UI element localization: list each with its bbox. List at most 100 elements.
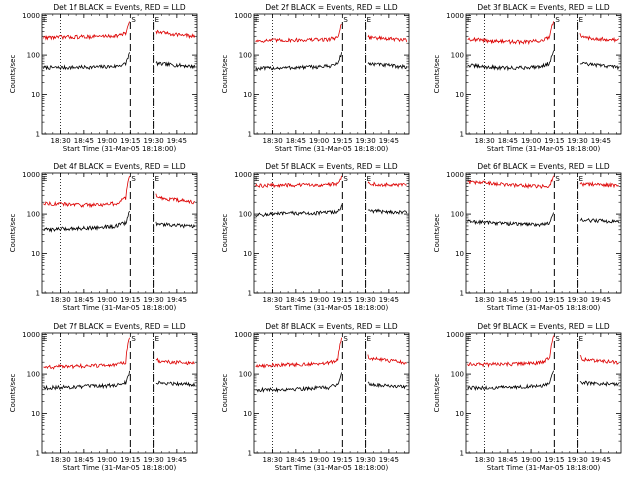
y-axis-label: Counts/sec xyxy=(9,214,17,253)
series-line-lld xyxy=(43,175,130,209)
panel-title: Det 9f BLACK = Events, RED = LLD xyxy=(477,322,610,331)
x-tick-label: 18:30 xyxy=(475,137,495,145)
y-tick-label: 1000 xyxy=(234,12,252,20)
end-marker-label: E xyxy=(367,16,371,24)
y-tick-label: 10 xyxy=(455,410,464,418)
x-tick-label: 19:15 xyxy=(332,296,352,304)
y-tick-label: 1 xyxy=(460,290,464,298)
x-tick-label: 19:15 xyxy=(544,456,564,464)
x-tick-label: 19:00 xyxy=(309,456,329,464)
x-tick-label: 19:30 xyxy=(356,296,376,304)
x-tick-label: 18:45 xyxy=(74,456,94,464)
y-axis-label: Counts/sec xyxy=(221,55,229,94)
x-tick-label: 18:45 xyxy=(498,296,518,304)
panel-title: Det 3f BLACK = Events, RED = LLD xyxy=(477,3,610,12)
series-line-events xyxy=(579,217,620,224)
series-line-events xyxy=(255,372,342,393)
y-axis-label: Counts/sec xyxy=(433,55,441,94)
plot-frame xyxy=(465,332,622,454)
panel-title: Det 2f BLACK = Events, RED = LLD xyxy=(265,3,398,12)
x-tick-label: 19:45 xyxy=(591,137,611,145)
series-line-lld xyxy=(255,337,342,369)
y-tick-label: 10 xyxy=(243,91,252,99)
end-marker-label: E xyxy=(579,16,583,24)
y-tick-label: 100 xyxy=(451,371,464,379)
x-tick-label: 18:30 xyxy=(263,296,283,304)
x-tick-label: 19:00 xyxy=(309,296,329,304)
series-line-events xyxy=(155,380,196,388)
x-tick-label: 19:45 xyxy=(167,456,187,464)
series-line-events xyxy=(155,61,196,70)
x-tick-label: 19:15 xyxy=(120,456,140,464)
y-tick-label: 1000 xyxy=(234,171,252,179)
y-tick-label: 100 xyxy=(27,211,40,219)
plot-frame xyxy=(465,13,622,135)
y-tick-label: 1000 xyxy=(22,171,40,179)
y-tick-label: 10 xyxy=(31,91,40,99)
x-axis-label: Start Time (31-Mar-05 18:18:00) xyxy=(487,464,601,472)
series-line-lld xyxy=(367,354,407,365)
series-line-lld xyxy=(43,21,130,41)
x-tick-label: 19:45 xyxy=(167,137,187,145)
detector-panel-1: Det 1f BLACK = Events, RED = LLD Counts/s… xyxy=(9,3,198,153)
plot-frame xyxy=(253,332,410,454)
series-line-lld xyxy=(467,335,554,368)
start-marker-label: S xyxy=(131,175,136,183)
y-tick-label: 10 xyxy=(243,410,252,418)
x-tick-label: 19:30 xyxy=(356,456,376,464)
series-line-lld xyxy=(255,23,342,44)
x-tick-label: 18:30 xyxy=(475,296,495,304)
y-tick-label: 100 xyxy=(239,211,252,219)
y-tick-label: 10 xyxy=(31,410,40,418)
series-line-lld xyxy=(155,357,195,366)
plot-frame xyxy=(465,172,622,294)
y-tick-label: 1000 xyxy=(22,12,40,20)
detector-panel-3: Det 3f BLACK = Events, RED = LLD Counts/s… xyxy=(433,3,622,153)
end-marker-label: E xyxy=(367,175,371,183)
series-line-lld xyxy=(467,21,554,46)
series-line-events xyxy=(467,50,554,72)
y-tick-label: 100 xyxy=(239,52,252,60)
x-tick-label: 19:30 xyxy=(144,456,164,464)
series-line-events xyxy=(43,52,130,71)
detector-panel-7: Det 7f BLACK = Events, RED = LLD Counts/s… xyxy=(9,322,198,472)
y-tick-label: 1000 xyxy=(22,331,40,339)
series-line-lld xyxy=(43,337,130,370)
plot-frame xyxy=(41,172,198,294)
detector-panel-2: Det 2f BLACK = Events, RED = LLD Counts/s… xyxy=(221,3,410,153)
x-tick-label: 19:30 xyxy=(356,137,376,145)
y-tick-label: 10 xyxy=(31,250,40,258)
x-tick-label: 18:30 xyxy=(51,296,71,304)
x-tick-label: 19:45 xyxy=(591,296,611,304)
y-tick-label: 1 xyxy=(36,290,40,298)
x-axis-label: Start Time (31-Mar-05 18:18:00) xyxy=(275,304,389,312)
y-tick-label: 100 xyxy=(451,211,464,219)
left-edge-marker-label: E xyxy=(43,335,47,343)
y-tick-label: 1 xyxy=(36,131,40,139)
series-line-events xyxy=(155,221,196,229)
y-axis-label: Counts/sec xyxy=(433,374,441,413)
left-edge-marker-label: E xyxy=(255,335,259,343)
x-tick-label: 18:30 xyxy=(263,456,283,464)
end-marker-label: E xyxy=(155,175,159,183)
x-tick-label: 18:45 xyxy=(498,137,518,145)
x-tick-label: 18:45 xyxy=(74,137,94,145)
x-tick-label: 19:00 xyxy=(97,137,117,145)
x-axis-label: Start Time (31-Mar-05 18:18:00) xyxy=(63,304,177,312)
x-tick-label: 19:45 xyxy=(167,296,187,304)
y-axis-label: Counts/sec xyxy=(9,55,17,94)
start-marker-label: S xyxy=(131,335,136,343)
x-tick-label: 19:15 xyxy=(332,456,352,464)
x-tick-label: 18:45 xyxy=(286,296,306,304)
x-tick-label: 18:45 xyxy=(74,296,94,304)
series-line-lld xyxy=(155,29,196,40)
series-line-lld xyxy=(367,34,408,43)
y-tick-label: 1 xyxy=(248,131,252,139)
left-edge-marker-label: E xyxy=(467,335,471,343)
x-tick-label: 18:30 xyxy=(475,456,495,464)
start-marker-label: S xyxy=(343,335,348,343)
series-line-events xyxy=(579,380,619,387)
x-axis-label: Start Time (31-Mar-05 18:18:00) xyxy=(63,464,177,472)
left-edge-marker-label: E xyxy=(255,175,259,183)
